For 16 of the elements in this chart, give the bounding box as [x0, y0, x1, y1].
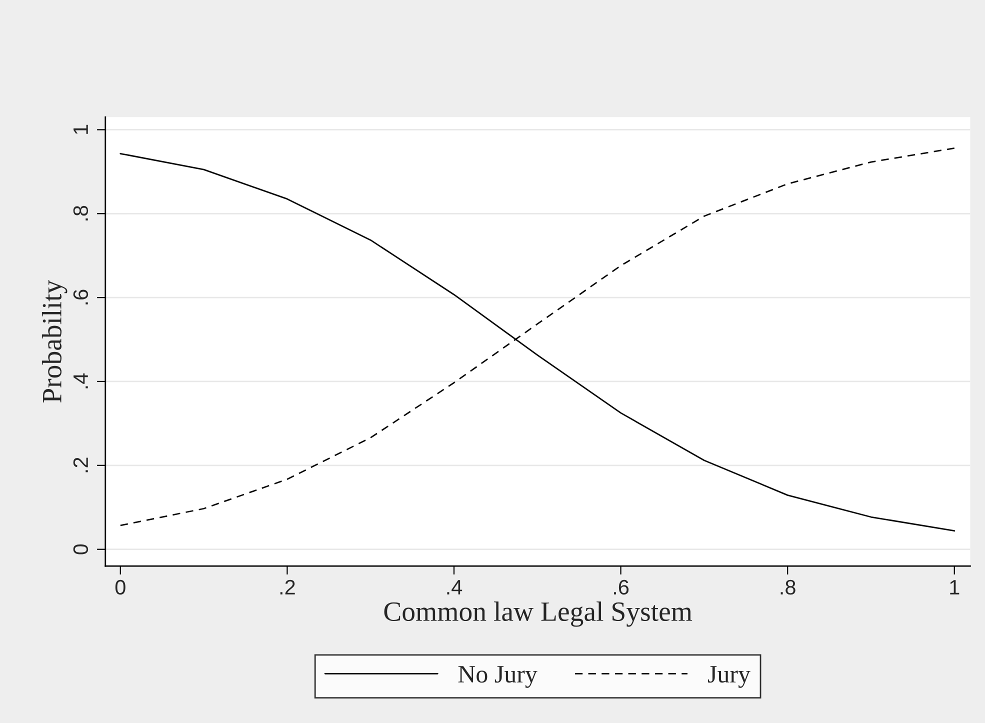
legend-label: Jury	[708, 666, 750, 688]
x-tick-label: .2	[280, 580, 295, 594]
x-tick-label: .4	[447, 580, 462, 594]
y-tick-label: 0	[73, 544, 88, 554]
x-tick-label: 0	[115, 580, 126, 595]
y-tick-label: .2	[73, 458, 88, 472]
x-tick-label: .8	[780, 580, 796, 595]
legend-label: No Jury	[458, 666, 538, 688]
y-tick-label: .6	[73, 290, 88, 304]
y-axis-title: Probability	[42, 280, 68, 403]
y-tick-label: .8	[73, 206, 88, 220]
y-tick-label: 1	[74, 124, 88, 134]
x-axis-title: Common law Legal System	[384, 602, 692, 627]
x-tick-label: 1	[950, 580, 960, 594]
x-tick-label: .6	[614, 580, 629, 595]
y-tick-label: .4	[74, 373, 88, 388]
